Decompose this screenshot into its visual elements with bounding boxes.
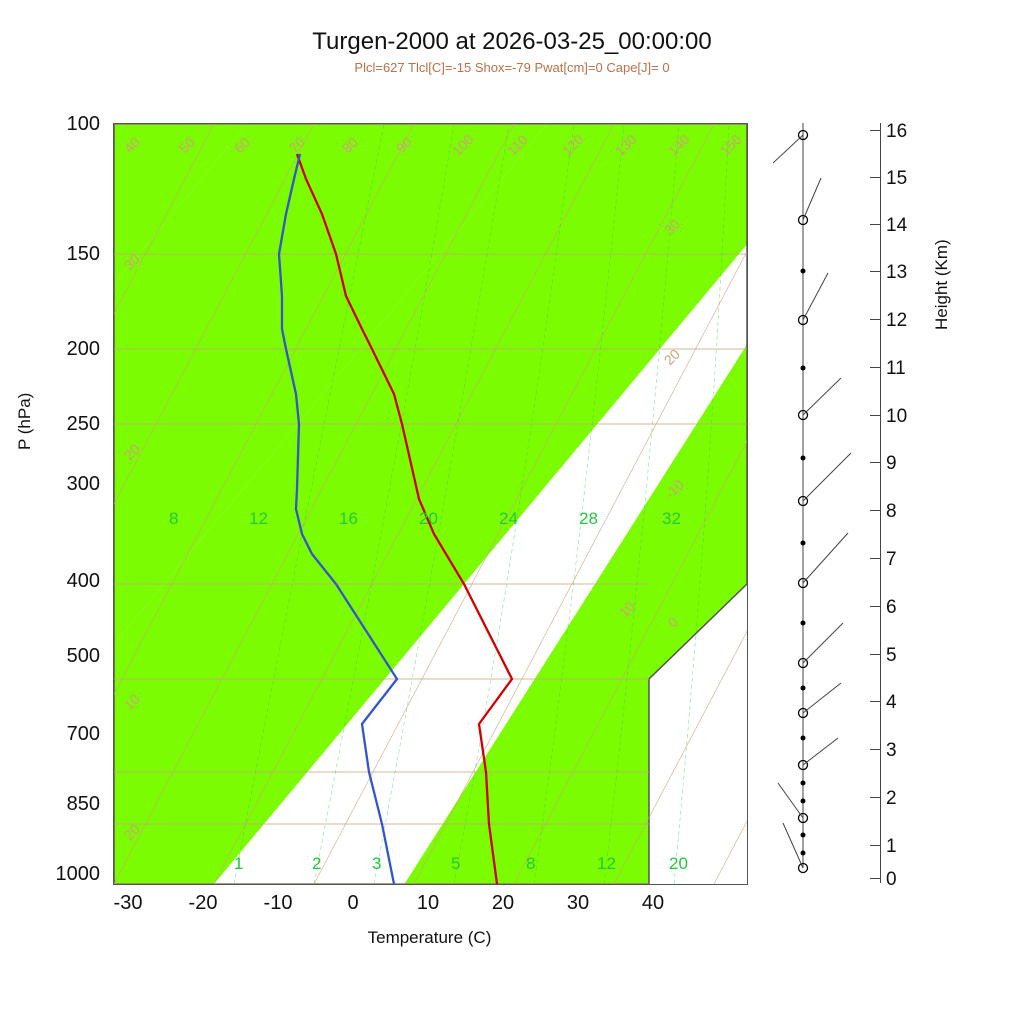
pressure-tick-300[interactable]: 300 [40,473,100,496]
height-tick-5[interactable]: 5 [886,645,897,667]
mixratio-label-20: 20 [669,854,688,874]
height-tick-10[interactable]: 10 [886,406,907,428]
height-tick-14[interactable]: 14 [886,215,907,237]
chart-title: Turgen-2000 at 2026-03-25_00:00:00 [0,28,1024,56]
diagonal-band-overlay [114,124,747,884]
chart-subtitle: Plcl=627 Tlcl[C]=-15 Shox=-79 Pwat[cm]=0… [0,60,1024,75]
wetbulb-label-12: 12 [249,509,268,529]
height-tick-0[interactable]: 0 [886,869,897,891]
skewt-plot-area: 40 50 60 70 80 90 100 110 120 130 140 15… [113,123,748,885]
wetbulb-label-32: 32 [662,509,681,529]
height-tick-16[interactable]: 16 [886,121,907,143]
wind-barb-svg [773,123,868,883]
height-tick-1[interactable]: 1 [886,836,897,858]
temp-tick--30[interactable]: -30 [108,892,148,915]
temp-tick-40[interactable]: 40 [633,892,673,915]
height-tick-3[interactable]: 3 [886,740,897,762]
height-axis-title: Height (Km) [932,239,952,330]
mixratio-label-3: 3 [372,854,381,874]
height-tick-12[interactable]: 12 [886,310,907,332]
mixratio-label-12: 12 [597,854,616,874]
height-axis: 16 15 14 13 12 11 10 9 8 7 6 5 4 3 2 1 0 [870,123,930,883]
pressure-tick-200[interactable]: 200 [40,338,100,361]
height-tick-8[interactable]: 8 [886,501,897,523]
wetbulb-label-16: 16 [339,509,358,529]
height-tick-2[interactable]: 2 [886,788,897,810]
temp-tick--10[interactable]: -10 [258,892,298,915]
height-tick-7[interactable]: 7 [886,549,897,571]
pressure-tick-700[interactable]: 700 [40,723,100,746]
pressure-tick-850[interactable]: 850 [40,793,100,816]
temperature-axis-title: Temperature (C) [113,928,746,948]
mixratio-label-1: 1 [234,854,243,874]
height-tick-11[interactable]: 11 [886,358,906,380]
pressure-tick-150[interactable]: 150 [40,243,100,266]
temp-tick-30[interactable]: 30 [558,892,598,915]
pressure-axis-title: P (hPa) [15,393,35,450]
height-tick-9[interactable]: 9 [886,453,897,475]
mixratio-label-2: 2 [312,854,321,874]
pressure-tick-1000[interactable]: 1000 [40,863,100,886]
mixratio-label-5: 5 [451,854,460,874]
height-axis-line [880,123,881,883]
temp-tick-20[interactable]: 20 [483,892,523,915]
wetbulb-label-28: 28 [579,509,598,529]
pressure-tick-500[interactable]: 500 [40,645,100,668]
pressure-tick-400[interactable]: 400 [40,570,100,593]
temp-tick--20[interactable]: -20 [183,892,223,915]
height-tick-4[interactable]: 4 [886,692,897,714]
mixratio-label-8: 8 [526,854,535,874]
wetbulb-label-20: 20 [419,509,438,529]
wind-barb-column [773,123,868,883]
height-tick-15[interactable]: 15 [886,168,907,190]
wetbulb-label-8: 8 [169,509,178,529]
pressure-tick-250[interactable]: 250 [40,413,100,436]
pressure-tick-100[interactable]: 100 [40,113,100,136]
wetbulb-label-24: 24 [499,509,518,529]
height-tick-6[interactable]: 6 [886,597,897,619]
height-tick-13[interactable]: 13 [886,262,907,284]
temp-tick-10[interactable]: 10 [408,892,448,915]
temp-tick-0[interactable]: 0 [333,892,373,915]
